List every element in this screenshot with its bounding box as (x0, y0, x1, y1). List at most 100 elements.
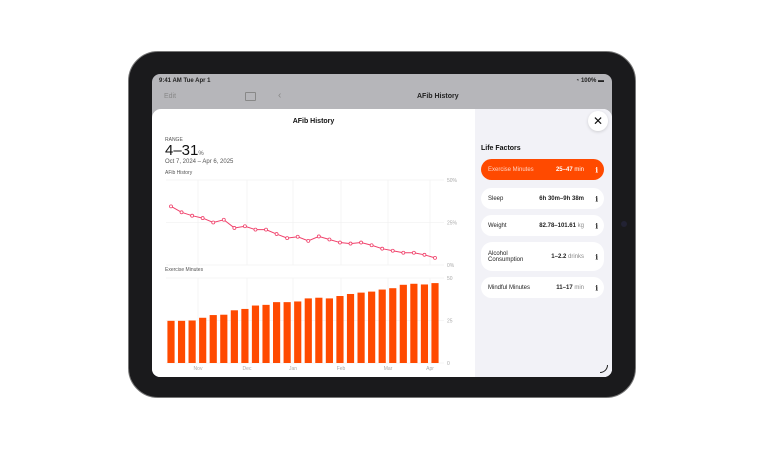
sheet-title: AFib History (292, 118, 335, 125)
factor-range: 1–2.2 (551, 253, 567, 260)
life-factor-alcohol-consumption[interactable]: Alcohol Consumption 1–2.2 drinks i (481, 242, 604, 271)
factor-value: 25–47 min (556, 167, 584, 173)
exercise-bar (273, 302, 281, 363)
afib-point (243, 224, 247, 229)
info-icon[interactable]: i (595, 283, 598, 292)
afib-line (170, 205, 436, 259)
date-range: Oct 7, 2024 – Apr 6, 2025 (165, 159, 234, 165)
status-time: 9:41 AM Tue Apr 1 (159, 78, 211, 84)
exercise-bar (220, 314, 228, 363)
exercise-bar (188, 320, 196, 363)
exercise-bar (325, 298, 333, 363)
afib-point (179, 210, 184, 215)
range-unit: % (198, 151, 204, 157)
exercise-bar (251, 305, 260, 363)
exercise-bar (420, 284, 429, 363)
exercise-bar (378, 289, 386, 363)
afib-point (306, 238, 311, 243)
afib-point (274, 232, 279, 236)
camera (621, 221, 627, 227)
info-icon[interactable]: i (595, 194, 598, 203)
afib-point (348, 241, 353, 246)
afib-point (338, 240, 342, 245)
afib-point (253, 227, 258, 232)
afib-chart-title: AFib History (165, 170, 193, 176)
factor-unit: drinks (567, 253, 584, 260)
exercise-bar (399, 284, 407, 363)
chevron-left-icon[interactable]: ‹ (278, 90, 282, 101)
exercise-bar (241, 308, 249, 363)
factor-name: Weight (488, 222, 507, 229)
y-tick-label: 0% (447, 263, 455, 269)
exercise-bar (177, 320, 186, 363)
exercise-chart-title: Exercise Minutes (165, 267, 204, 273)
life-factor-weight[interactable]: Weight 82.78–101.61 kg i (481, 215, 604, 236)
factor-name: Exercise Minutes (488, 166, 534, 173)
factor-value: 11–17 min (556, 285, 584, 291)
close-icon: ✕ (592, 114, 604, 128)
afib-point (411, 250, 416, 255)
afib-point (211, 220, 216, 225)
afib-point (169, 204, 173, 209)
life-factors-title: Life Factors (481, 145, 521, 152)
factor-unit: min (574, 284, 584, 291)
factor-unit: kg (577, 222, 584, 229)
factor-name: Alcohol Consumption (488, 250, 524, 263)
afib-point (295, 234, 300, 239)
exercise-bar (431, 283, 439, 363)
exercise-bar (304, 298, 312, 363)
status-bar: 9:41 AM Tue Apr 1 ◔ 100% ▬ (152, 74, 612, 87)
info-icon[interactable]: i (595, 221, 598, 230)
charts: 50% 25% 0% 50 25 0 Nov Dec Jan Feb Mar Apr (166, 178, 458, 372)
factor-range: 11–17 (556, 284, 573, 291)
life-factor-sleep[interactable]: Sleep 6h 30m–9h 38m i (481, 188, 604, 209)
afib-point (433, 255, 437, 260)
y-tick-label: 50% (447, 178, 458, 184)
info-icon[interactable]: i (595, 252, 598, 261)
sidebar-icon[interactable] (245, 92, 256, 101)
status-battery: ◔ 100% ▬ (575, 78, 604, 84)
factor-name: Sleep (488, 195, 504, 202)
afib-point (422, 252, 427, 257)
range-value: 4–31% (165, 142, 204, 159)
life-factor-mindful-minutes[interactable]: Mindful Minutes 11–17 min i (481, 277, 604, 298)
factor-unit: min (574, 166, 584, 173)
afib-point (369, 243, 374, 248)
afib-point (285, 236, 290, 241)
exercise-bar (199, 317, 207, 363)
y-tick-label: 25 (447, 319, 453, 325)
afib-point (264, 227, 268, 232)
life-factor-exercise-minutes[interactable]: Exercise Minutes 25–47 min i (481, 159, 604, 180)
edit-button[interactable]: Edit (164, 93, 177, 100)
range-label: RANGE (165, 137, 183, 143)
x-tick-label: Dec (243, 366, 252, 372)
afib-point (221, 217, 226, 222)
afib-point (390, 248, 395, 253)
exercise-bar (346, 293, 355, 363)
exercise-bar (209, 315, 217, 363)
exercise-bar (230, 310, 238, 363)
factor-value: 6h 30m–9h 38m (539, 196, 584, 202)
exercise-bar (357, 292, 365, 363)
afib-point (380, 246, 385, 251)
info-icon[interactable]: i (595, 165, 598, 174)
afib-point (232, 226, 237, 230)
x-tick-label: Jan (289, 366, 297, 372)
afib-point (401, 250, 406, 255)
factor-name: Mindful Minutes (488, 284, 531, 291)
close-button[interactable]: ✕ (588, 111, 608, 131)
exercise-bar (410, 283, 418, 363)
afib-point (316, 234, 321, 239)
nav-title: AFib History (417, 93, 459, 100)
y-tick-label: 25% (447, 221, 458, 227)
exercise-bar (336, 296, 344, 363)
afib-point (200, 216, 205, 220)
y-tick-label: 50 (447, 276, 453, 282)
exercise-bar (294, 301, 302, 363)
screen: 9:41 AM Tue Apr 1 ◔ 100% ▬ Edit ‹ AFib H… (152, 74, 612, 377)
exercise-bar (315, 297, 323, 363)
factor-range: 82.78–101.61 (539, 222, 576, 229)
x-tick-label: Nov (194, 366, 203, 372)
range-number: 4–31 (165, 142, 199, 159)
exercise-bar (262, 304, 270, 363)
